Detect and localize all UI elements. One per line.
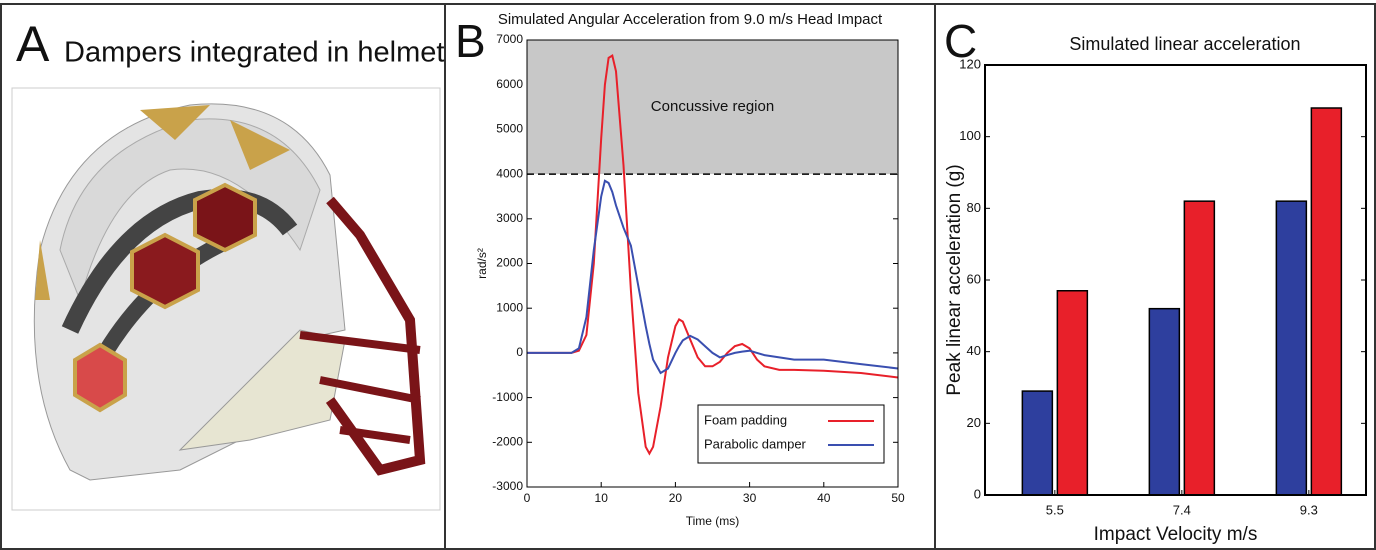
plot-frame xyxy=(526,39,899,488)
bar xyxy=(1275,200,1308,496)
strap xyxy=(61,189,298,334)
facemask xyxy=(325,196,426,476)
x-tick-label: 9.3 xyxy=(1300,502,1318,517)
damper xyxy=(35,240,50,300)
legend-label: Foam padding xyxy=(704,412,787,427)
chart-title: Simulated Angular Acceleration from 9.0 … xyxy=(498,11,883,28)
y-tick-label: 4000 xyxy=(496,166,523,180)
concussive-region xyxy=(527,40,898,175)
y-tick-label: 40 xyxy=(967,343,981,358)
y-tick-label: 0 xyxy=(516,345,523,359)
bar xyxy=(1183,200,1216,496)
y-tick-label: 6000 xyxy=(496,77,523,91)
y-tick-label: -1000 xyxy=(492,390,523,404)
panel-letter: B xyxy=(455,15,486,67)
y-tick-label: 5000 xyxy=(496,122,523,136)
damper xyxy=(73,342,127,413)
damper xyxy=(193,182,257,253)
series-line xyxy=(527,179,899,375)
panel-letter: C xyxy=(944,15,977,67)
damper xyxy=(230,120,290,170)
panel-letter: A xyxy=(16,16,50,72)
chart-title: Simulated linear acceleration xyxy=(1069,34,1300,54)
x-tick-label: 20 xyxy=(669,491,683,505)
y-tick-label: 7000 xyxy=(496,32,523,46)
y-tick-label: 0 xyxy=(974,486,981,501)
y-tick-label: 2000 xyxy=(496,256,523,270)
y-tick-label: 100 xyxy=(959,128,981,143)
plot-frame xyxy=(984,64,1367,496)
y-axis-label: Peak linear acceleration (g) xyxy=(944,164,965,395)
y-tick-label: 60 xyxy=(967,271,981,286)
x-tick-label: 30 xyxy=(743,491,757,505)
x-tick-label: 40 xyxy=(817,491,831,505)
x-axis-label: Time (ms) xyxy=(686,514,740,528)
bar xyxy=(1021,390,1054,496)
x-tick-label: 0 xyxy=(524,491,531,505)
y-tick-label: 3000 xyxy=(496,211,523,225)
y-tick-label: -2000 xyxy=(492,434,523,448)
series-line xyxy=(527,54,899,456)
annotation: Concussive region xyxy=(651,98,774,115)
y-tick-label: -3000 xyxy=(492,479,523,493)
x-tick-label: 5.5 xyxy=(1046,502,1064,517)
bar xyxy=(1056,290,1089,496)
frame xyxy=(0,3,1376,550)
y-tick-label: 20 xyxy=(967,415,981,430)
panel-title: Dampers integrated in helmet xyxy=(64,37,444,69)
y-axis-label: rad/s² xyxy=(475,248,489,279)
damper xyxy=(130,232,200,310)
x-tick-label: 10 xyxy=(595,491,609,505)
bar xyxy=(1148,307,1181,496)
y-tick-label: 80 xyxy=(967,200,981,215)
legend-label: Parabolic damper xyxy=(704,436,807,451)
damper xyxy=(140,105,210,140)
x-tick-label: 7.4 xyxy=(1173,502,1191,517)
legend xyxy=(697,404,885,464)
y-tick-label: 1000 xyxy=(496,300,523,314)
y-tick-label: 120 xyxy=(959,56,981,71)
helmet-illustration xyxy=(11,87,441,511)
x-tick-label: 50 xyxy=(891,491,905,505)
bar xyxy=(1310,107,1343,496)
facemask xyxy=(299,331,421,444)
x-axis-label: Impact Velocity m/s xyxy=(1094,524,1258,545)
